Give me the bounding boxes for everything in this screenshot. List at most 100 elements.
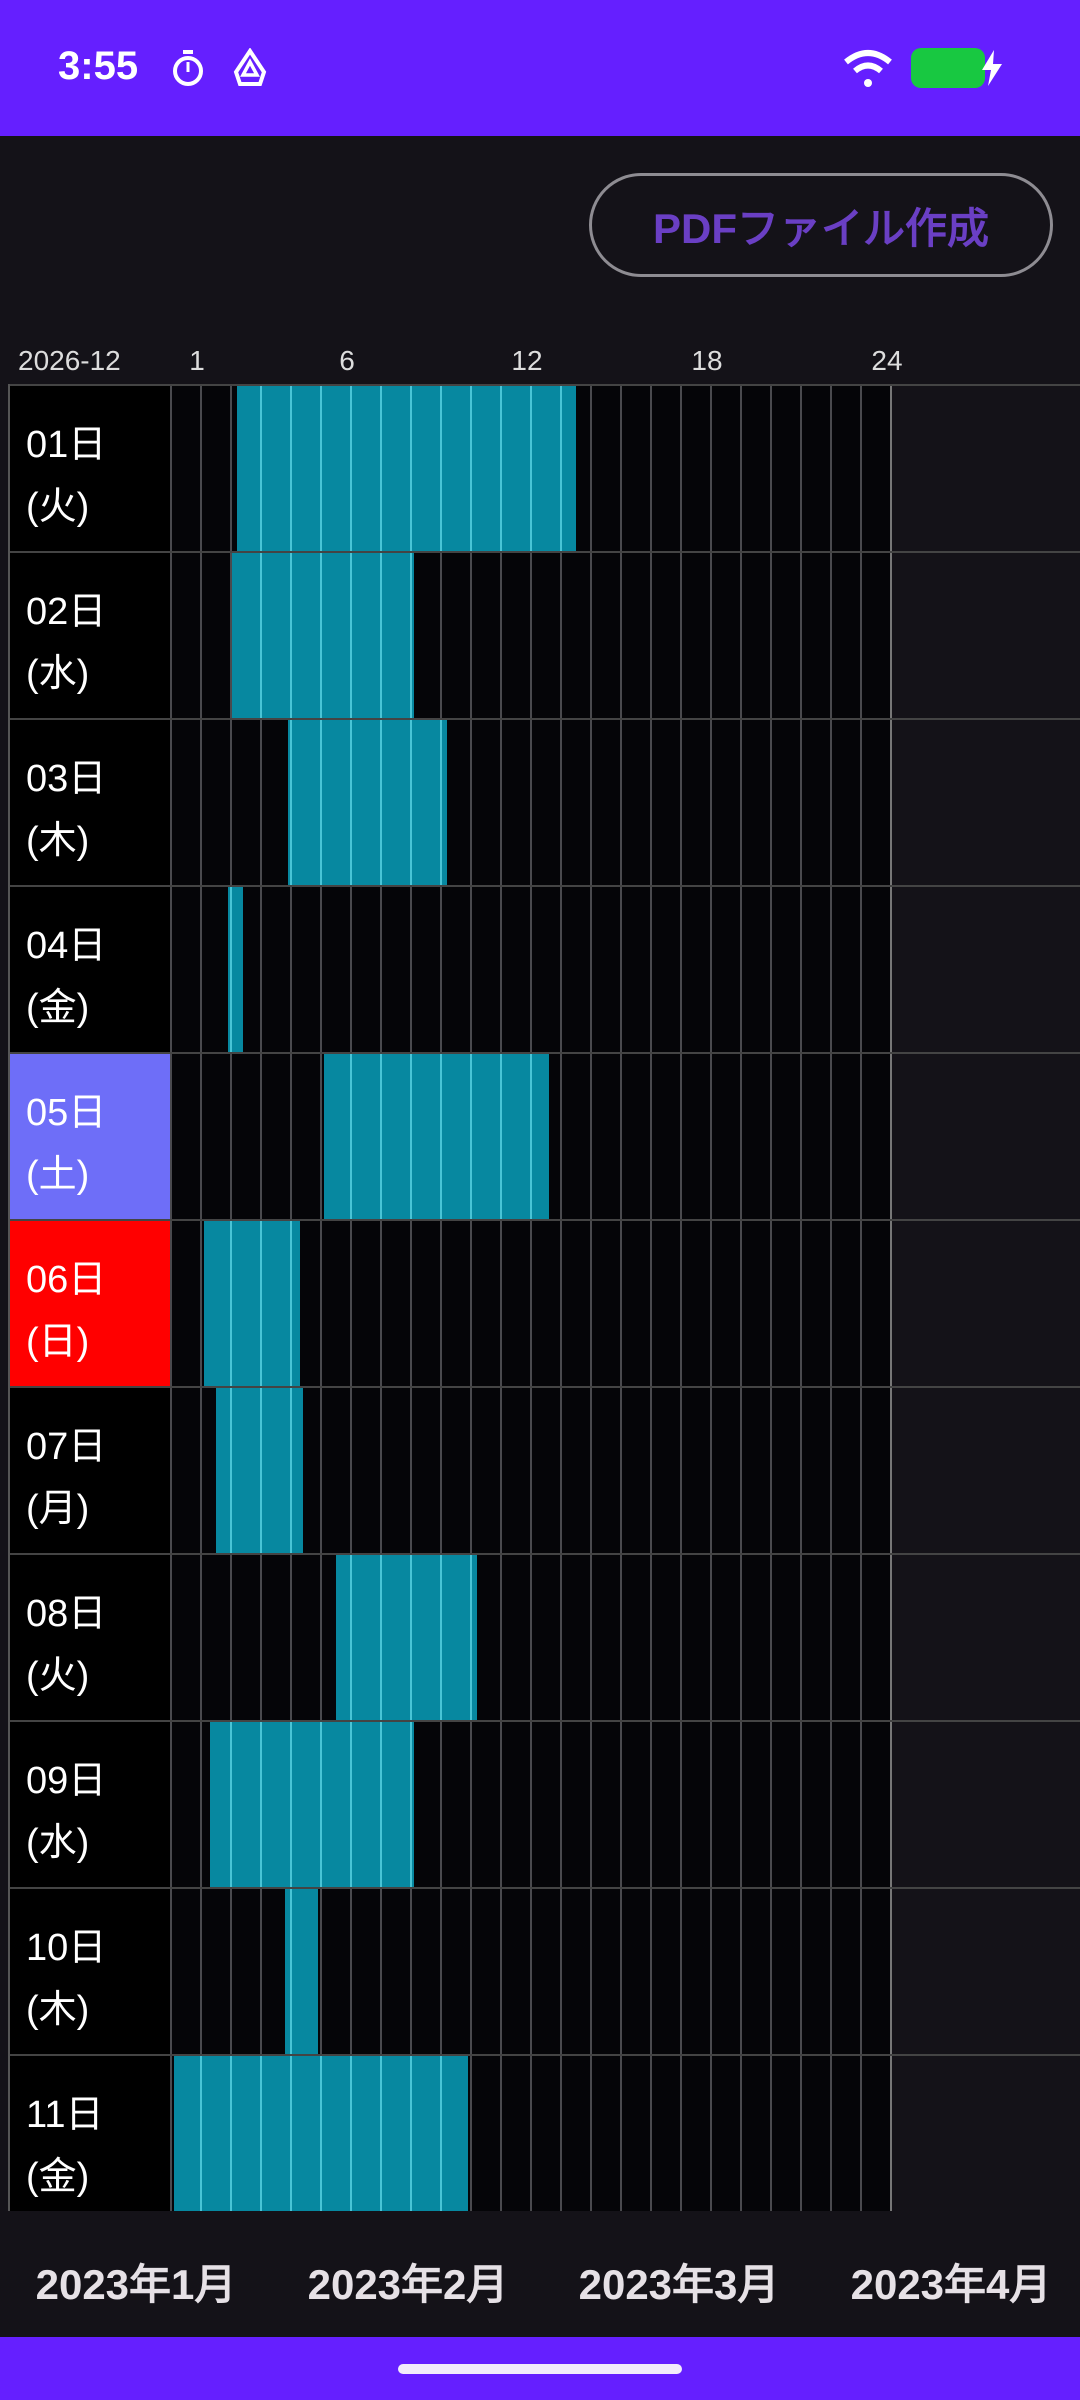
day-label: 02日 (水): [10, 553, 171, 720]
navigation-bar: [0, 2337, 1080, 2400]
hour-gridline: [770, 2056, 772, 2211]
hour-gridline: [560, 553, 562, 720]
hour-gridline: [800, 1054, 802, 1221]
hour-gridline: [170, 887, 172, 1054]
hour-gridline: [530, 553, 532, 720]
hour-gridline: [770, 1889, 772, 2056]
hour-gridline: [680, 1388, 682, 1555]
day-row[interactable]: 11日 (金): [10, 2054, 1080, 2211]
hour-gridline: [890, 1054, 892, 1221]
hour-gridline: [620, 1221, 622, 1388]
hour-gridline: [740, 887, 742, 1054]
hour-gridline: [680, 1054, 682, 1221]
month-tab[interactable]: 2023年2月: [307, 2261, 509, 2308]
day-row[interactable]: 07日 (月): [10, 1386, 1080, 1555]
day-weekday: (火): [26, 486, 90, 528]
day-row[interactable]: 09日 (水): [10, 1720, 1080, 1889]
month-tab[interactable]: 2023年4月: [850, 2261, 1052, 2308]
hour-gridline: [620, 1555, 622, 1722]
hour-label: 18: [691, 345, 723, 376]
month-tab[interactable]: 2023年3月: [578, 2261, 780, 2308]
schedule-grid[interactable]: 01日 (火) 02日 (水) 03日 (木) 04日 (金) 05日 (土) 06日 (日) 07日 (…: [8, 384, 1080, 2211]
hour-gridline: [710, 1889, 712, 2056]
time-bar[interactable]: [288, 720, 447, 887]
hour-gridline: [830, 1054, 832, 1221]
hour-gridline: [260, 1054, 262, 1221]
hour-gridline: [800, 553, 802, 720]
hour-gridline: [710, 1221, 712, 1388]
day-row[interactable]: 10日 (木): [10, 1887, 1080, 2056]
month-label: 2026-12: [18, 345, 121, 376]
hour-gridline: [230, 1555, 232, 1722]
hour-gridline: [470, 1221, 472, 1388]
hour-gridline: [830, 1221, 832, 1388]
day-row[interactable]: 01日 (火): [10, 384, 1080, 553]
hour-gridline: [770, 1722, 772, 1889]
hour-gridline: [860, 1722, 862, 1889]
hour-gridline: [320, 1388, 322, 1555]
hour-gridline: [350, 2056, 352, 2211]
hour-cells: [170, 2056, 892, 2211]
hour-gridline: [410, 1889, 412, 2056]
stopwatch-icon: [173, 50, 203, 86]
hour-gridline: [380, 1054, 382, 1221]
create-pdf-button[interactable]: PDFファイル作成: [589, 173, 1053, 277]
hour-gridline: [800, 720, 802, 887]
hour-gridline: [830, 1889, 832, 2056]
hour-gridline: [770, 1555, 772, 1722]
time-bar[interactable]: [204, 1221, 300, 1388]
day-row[interactable]: 06日 (日): [10, 1219, 1080, 1388]
hour-cells: [170, 1221, 892, 1388]
hour-gridline: [560, 1388, 562, 1555]
hour-gridline: [350, 1555, 352, 1722]
day-row[interactable]: 03日 (木): [10, 718, 1080, 887]
time-bar[interactable]: [210, 1722, 414, 1889]
time-bar[interactable]: [324, 1054, 549, 1221]
wifi-icon: [844, 50, 892, 87]
hour-gridline: [770, 553, 772, 720]
hour-gridline: [860, 386, 862, 553]
hour-gridline: [260, 553, 262, 720]
hour-gridline: [620, 1054, 622, 1221]
hour-gridline: [710, 386, 712, 553]
hour-cells: [170, 1388, 892, 1555]
day-row[interactable]: 04日 (金): [10, 885, 1080, 1054]
hour-gridline: [170, 1722, 172, 1889]
time-bar[interactable]: [336, 1555, 477, 1722]
hour-gridline: [800, 2056, 802, 2211]
day-label: 07日 (月): [10, 1388, 171, 1555]
hour-gridline: [590, 1221, 592, 1388]
time-bar[interactable]: [231, 553, 414, 720]
hour-gridline: [500, 2056, 502, 2211]
home-handle[interactable]: [398, 2364, 682, 2374]
battery-charging-icon: [911, 48, 985, 88]
hour-gridline: [710, 720, 712, 887]
day-row[interactable]: 02日 (水): [10, 551, 1080, 720]
hour-gridline: [590, 1054, 592, 1221]
hour-gridline: [350, 1722, 352, 1889]
day-number: 03日: [26, 758, 107, 800]
hour-gridline: [860, 1889, 862, 2056]
hour-gridline: [680, 1555, 682, 1722]
day-row[interactable]: 08日 (火): [10, 1553, 1080, 1722]
hour-gridline: [260, 1221, 262, 1388]
day-label: 01日 (火): [10, 386, 171, 553]
day-row[interactable]: 05日 (土): [10, 1052, 1080, 1221]
hour-gridline: [200, 1722, 202, 1889]
month-tab[interactable]: 2023年1月: [35, 2261, 237, 2308]
hour-gridline: [860, 887, 862, 1054]
hour-gridline: [170, 720, 172, 887]
hour-gridline: [740, 1722, 742, 1889]
time-bar[interactable]: [237, 386, 576, 553]
hour-gridline: [380, 887, 382, 1054]
hour-gridline: [440, 887, 442, 1054]
hour-gridline: [620, 2056, 622, 2211]
hour-gridline: [860, 1054, 862, 1221]
hour-gridline: [680, 1722, 682, 1889]
hour-gridline: [470, 887, 472, 1054]
hour-gridline: [800, 386, 802, 553]
hour-gridline: [710, 553, 712, 720]
hour-gridline: [380, 1889, 382, 2056]
hour-gridline: [290, 720, 292, 887]
hour-gridline: [500, 1889, 502, 2056]
